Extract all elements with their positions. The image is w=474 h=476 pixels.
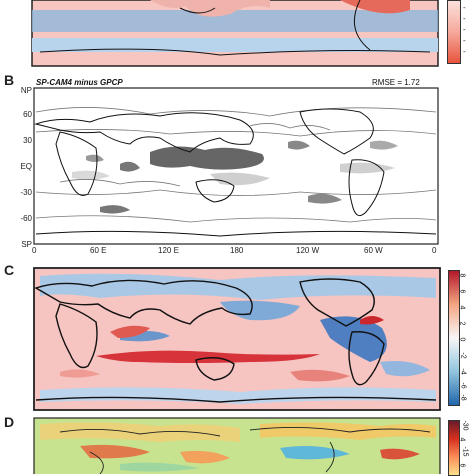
panel-d: D -30 4 -15 6: [0, 412, 474, 476]
panel-b-rmse: RMSE = 1.72: [372, 78, 420, 87]
panel-c: C: [0, 262, 474, 412]
coast-eurasia: [34, 112, 254, 153]
panel-c-colorbar: [448, 270, 460, 406]
panel-b: B SP-CAM4 minus GPCP RMSE = 1.72 NP 60 3…: [0, 72, 474, 262]
panel-a-tick-1: -: [463, 3, 466, 12]
c-tick-neg8: -8: [459, 394, 467, 401]
c-tick-2: 2: [458, 321, 466, 326]
coast-australia: [195, 179, 235, 203]
panel-d-colorbar: [448, 420, 460, 476]
d-tick-3: -15: [461, 446, 469, 457]
panel-c-letter: C: [4, 262, 15, 278]
panel-d-map: [33, 417, 441, 474]
panel-b-map: [33, 87, 439, 245]
c-tick-neg6: -6: [459, 382, 467, 389]
d-tick-4: 6: [458, 463, 466, 468]
panel-a-tick-2: -: [463, 14, 466, 23]
panel-a-map: [31, 0, 439, 67]
panel-b-letter: B: [4, 72, 15, 88]
c-tick-neg4: -4: [459, 368, 467, 375]
panel-b-title: SP-CAM4 minus GPCP: [36, 78, 123, 87]
lat-label-60s: -60: [20, 214, 32, 223]
wet-bias-indian-ocean: [150, 146, 264, 170]
lon-label-120e: 120 E: [158, 246, 179, 255]
coast-south-america: [348, 159, 385, 217]
lat-label-30s: -30: [20, 188, 32, 197]
c-tick-0: 0: [458, 337, 466, 342]
coast-north-america: [299, 108, 374, 155]
lon-label-180: 180: [230, 246, 244, 255]
lon-label-0-right: 0: [432, 246, 437, 255]
lon-label-60e: 60 E: [90, 246, 107, 255]
panel-a-tick-5: -: [463, 47, 466, 56]
lat-label-sp: SP: [21, 240, 32, 249]
panel-c-map: [33, 267, 441, 411]
lat-label-eq: EQ: [20, 162, 32, 171]
coast-antarctica: [35, 230, 437, 237]
c-tick-8: 8: [458, 273, 466, 278]
lon-label-60w: 60 W: [364, 246, 383, 255]
lat-label-60n: 60: [23, 110, 32, 119]
panel-a-colorbar: [447, 0, 461, 64]
lat-label-30n: 30: [23, 136, 32, 145]
d-tick-1: -30: [461, 420, 469, 431]
lat-label-np: NP: [20, 86, 32, 95]
panel-d-letter: D: [4, 414, 15, 430]
c-tick-neg2: -2: [459, 352, 467, 359]
d-tick-2: 4: [458, 437, 466, 442]
panel-a-tick-4: -: [463, 36, 466, 45]
panel-a: - - - - -: [0, 0, 474, 72]
c-tick-6: 6: [458, 289, 466, 294]
itcz-wet-band: [96, 350, 320, 363]
panel-a-blue-band: [32, 10, 438, 32]
lon-label-0-left: 0: [32, 246, 37, 255]
panel-a-tick-3: -: [463, 25, 466, 34]
lon-label-120w: 120 W: [296, 246, 320, 255]
coast-africa: [55, 131, 98, 196]
c-tick-4: 4: [458, 305, 466, 310]
